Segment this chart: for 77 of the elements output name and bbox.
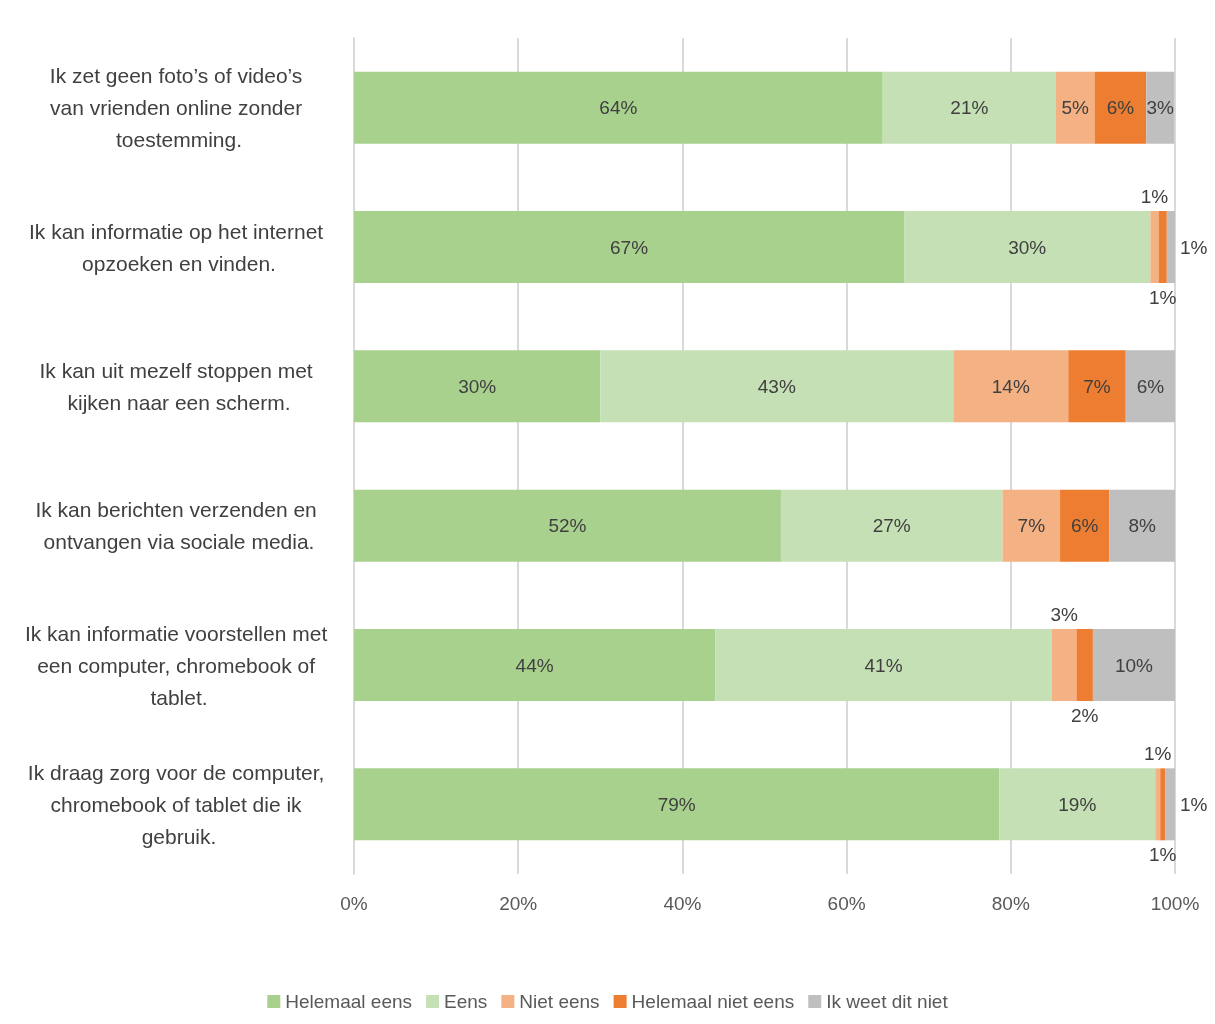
legend-label: Helemaal niet eens (631, 991, 795, 1012)
data-label: 30% (458, 375, 497, 397)
legend-label: Ik weet dit niet (826, 991, 949, 1012)
data-label: 7% (1083, 375, 1111, 397)
data-label: 1% (1144, 743, 1172, 765)
data-label: 52% (548, 515, 587, 537)
y-tick-label: Ik draag zorg voor de computer, chromebook of tablet die ik gebruik. (27, 760, 331, 848)
x-tick-label: 100% (1150, 893, 1200, 914)
data-label: 6% (1070, 515, 1099, 537)
bar (354, 629, 716, 701)
bar (354, 71, 883, 144)
y-tick-label: Ik kan informatie voorstellen met een computer, chromebook of tablet. (24, 621, 334, 709)
data-label: 19% (1058, 793, 1097, 815)
bar (1155, 768, 1161, 841)
data-label: 1% (1140, 186, 1169, 207)
data-label: 1% (1148, 844, 1177, 866)
bar (1092, 629, 1175, 701)
x-tick-label: 80% (991, 893, 1030, 914)
bar (1002, 489, 1061, 562)
bar (1160, 768, 1166, 841)
bar (1165, 768, 1175, 841)
data-label: 44% (515, 654, 554, 676)
data-label: 8% (1128, 515, 1156, 537)
bar (354, 211, 905, 283)
legend-label: Eens (444, 991, 488, 1012)
data-label: 14% (991, 375, 1030, 397)
data-label: 67% (610, 236, 649, 258)
legend-label: Helemaal eens (285, 991, 413, 1012)
x-tick-label: 20% (499, 893, 538, 914)
data-label: 43% (757, 375, 796, 397)
bar (1051, 629, 1077, 701)
bar (354, 350, 601, 423)
bar (354, 768, 1000, 841)
data-label: 21% (950, 97, 989, 119)
bar (1146, 71, 1175, 144)
y-tick-label: Ik zet geen foto’s of video’s van vrienden online zonder toestemming. (49, 64, 309, 152)
bar (1076, 629, 1093, 701)
data-label: 64% (599, 97, 638, 119)
bar (1060, 489, 1110, 562)
data-label: 1% (1180, 793, 1208, 815)
data-label: 10% (1114, 654, 1154, 676)
bar (354, 489, 781, 562)
bar (1166, 211, 1175, 283)
bar (1109, 489, 1175, 562)
data-label: 1% (1180, 236, 1208, 258)
bar (1150, 211, 1159, 283)
bar (780, 489, 1003, 562)
data-label: 79% (657, 793, 696, 815)
x-tick-label: 40% (663, 893, 702, 914)
bar (1094, 71, 1147, 144)
data-label: 6% (1106, 97, 1135, 119)
bar (1068, 350, 1126, 423)
bar (953, 350, 1069, 423)
data-label: 6% (1136, 375, 1165, 397)
bar (1158, 211, 1167, 283)
y-tick-label: Ik kan informatie op het internet opzoeken en vinden. (29, 219, 329, 275)
y-tick-label: Ik kan uit mezelf stoppen met kijken naar een scherm. (39, 358, 319, 414)
bar (999, 768, 1156, 841)
data-label: 5% (1061, 97, 1090, 119)
bar (882, 71, 1056, 144)
bar (1125, 350, 1175, 423)
data-label: 30% (1008, 236, 1047, 258)
data-label: 3% (1146, 97, 1175, 119)
data-label: 3% (1050, 604, 1078, 625)
data-label: 27% (872, 515, 911, 537)
data-label: 2% (1070, 705, 1099, 726)
y-tick-label: Ik kan berichten verzenden en ontvangen via sociale media. (35, 498, 323, 554)
bar (904, 211, 1151, 283)
data-label: 1% (1148, 287, 1177, 308)
x-tick-label: 0% (340, 893, 368, 914)
x-tick-label: 60% (827, 893, 866, 914)
bar (600, 350, 954, 423)
legend-label: Niet eens (519, 991, 600, 1012)
data-label: 41% (864, 654, 903, 676)
bar (715, 629, 1052, 701)
data-label: 7% (1017, 515, 1046, 537)
bar (1055, 71, 1095, 144)
